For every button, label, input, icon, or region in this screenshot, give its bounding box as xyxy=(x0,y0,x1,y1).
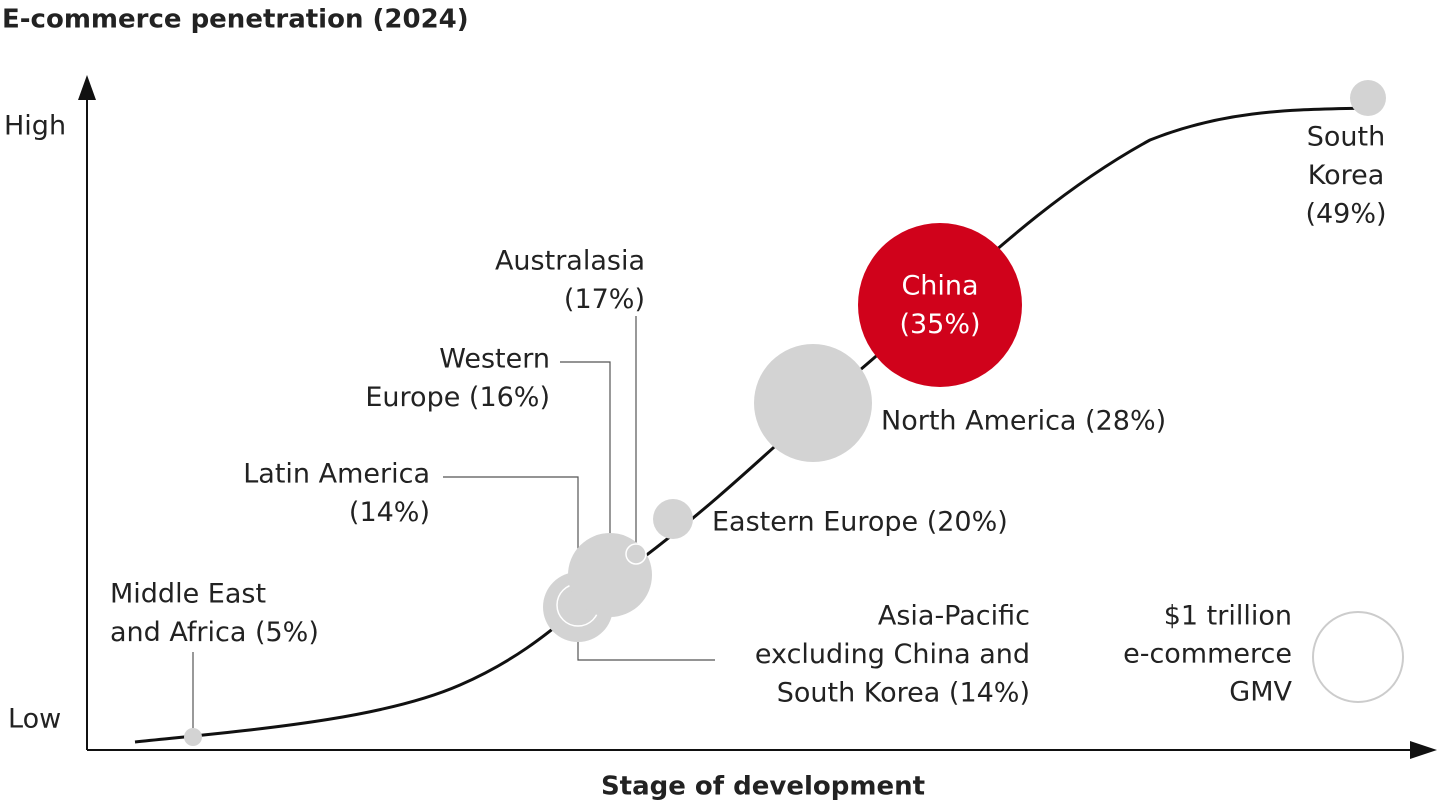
legend-bubble xyxy=(1312,611,1404,703)
y-arrow xyxy=(78,75,96,100)
region-label: Asia-Pacific xyxy=(878,601,1030,632)
region-label: (35%) xyxy=(899,309,980,340)
leader-line xyxy=(577,642,715,661)
region-label: (14%) xyxy=(349,497,430,528)
region-label: (17%) xyxy=(564,284,645,315)
x-arrow xyxy=(1410,741,1437,759)
bubble xyxy=(653,499,693,539)
legend-label: $1 trillion xyxy=(1164,601,1292,632)
region-label: Eastern Europe (20%) xyxy=(712,507,1008,538)
region-label: Korea xyxy=(1308,160,1385,191)
legend-label: GMV xyxy=(1229,677,1292,708)
chart-title: E-commerce penetration (2024) xyxy=(2,5,469,35)
region-label: and Africa (5%) xyxy=(110,617,319,648)
region-label: Europe (16%) xyxy=(365,382,550,413)
legend-label: e-commerce xyxy=(1123,639,1292,670)
y-high: High xyxy=(4,111,66,142)
region-label: Middle East xyxy=(110,579,266,610)
x-axis-label: Stage of development xyxy=(601,772,925,802)
s-curve xyxy=(134,106,1369,744)
region-label: Latin America xyxy=(243,459,430,490)
bubble xyxy=(858,223,1022,387)
region-label: China xyxy=(901,271,978,302)
region-label: South xyxy=(1307,122,1385,153)
region-label: Western xyxy=(439,344,550,375)
leader-line xyxy=(443,476,579,588)
region-label: (49%) xyxy=(1305,199,1386,230)
bubble xyxy=(754,344,872,462)
bubble xyxy=(184,728,202,746)
y-low: Low xyxy=(8,704,61,735)
region-label: North America (28%) xyxy=(881,406,1166,437)
bubble xyxy=(625,543,647,565)
region-label: South Korea (14%) xyxy=(777,678,1030,709)
leader-line xyxy=(560,361,611,533)
region-label: excluding China and xyxy=(755,639,1030,670)
bubble xyxy=(1350,80,1386,116)
region-label: Australasia xyxy=(495,246,645,277)
